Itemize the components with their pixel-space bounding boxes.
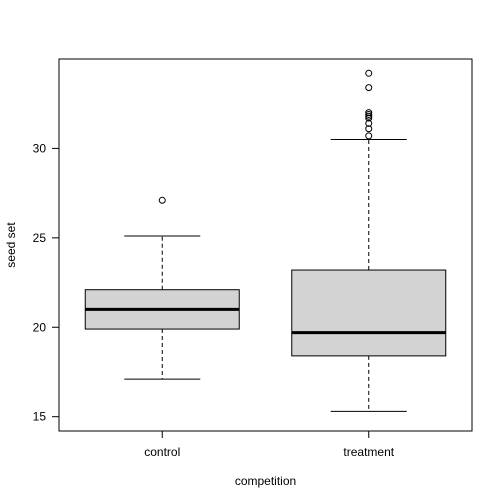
outlier-point [365,109,373,117]
y-tick-label: 25 [33,231,47,245]
outlier-point [365,125,373,133]
y-axis-title: seed set [4,222,18,268]
outlier-point [365,119,373,127]
boxes-layer [84,69,447,412]
y-tick-label: 15 [33,410,47,424]
box-control [84,196,240,380]
x-axis-title: competition [235,474,296,488]
interquartile-box [291,269,447,357]
outlier-point [158,196,166,204]
outlier-point [365,84,373,92]
x-tick-label: control [144,445,180,459]
x-axis: control treatment [144,430,395,459]
outlier-point [365,132,373,140]
box-treatment [291,69,447,412]
x-tick-label: treatment [343,445,394,459]
y-tick-label: 30 [33,141,47,155]
outlier-point [365,69,373,77]
plot-frame [58,58,473,432]
y-tick-label: 20 [33,320,47,334]
y-axis: 15 20 25 30 [33,141,60,424]
